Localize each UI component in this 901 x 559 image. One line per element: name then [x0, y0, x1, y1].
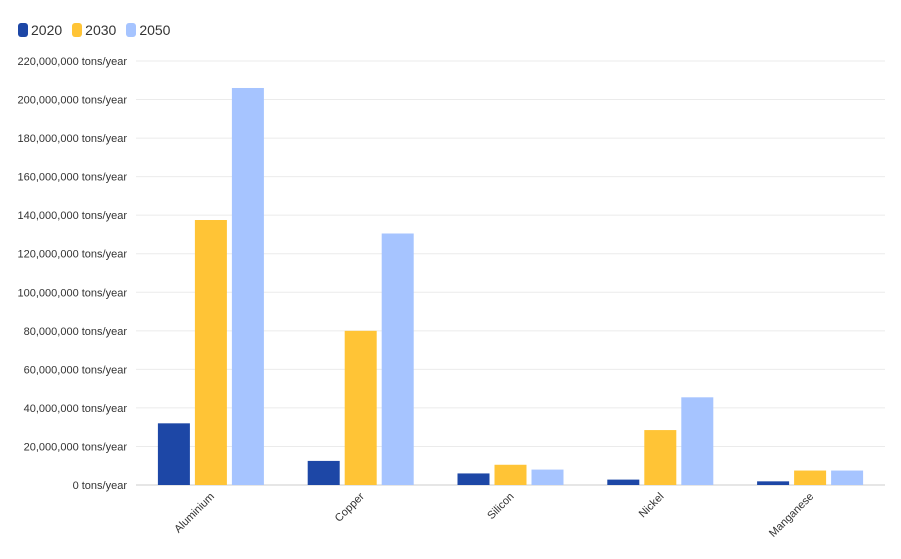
bar-copper-2020[interactable]	[307, 460, 340, 485]
bar-aluminium-2050[interactable]	[231, 87, 264, 486]
x-tick-label-manganese: Manganese	[767, 491, 816, 540]
bar-nickel-2030[interactable]	[644, 430, 677, 485]
x-tick-label-silicon: Silicon	[485, 491, 516, 522]
bar-silicon-2020[interactable]	[457, 473, 490, 485]
legend-label-2020: 2020	[31, 22, 63, 38]
y-tick-label-0: 0 tons/year	[73, 480, 128, 492]
bar-silicon-2050[interactable]	[531, 469, 564, 485]
bar-nickel-2050[interactable]	[681, 397, 714, 485]
y-tick-label-7: 140,000,000 tons/year	[18, 210, 128, 222]
bar-nickel-2020[interactable]	[607, 479, 640, 485]
y-tick-label-9: 180,000,000 tons/year	[18, 133, 128, 145]
y-tick-label-1: 20,000,000 tons/year	[24, 441, 128, 453]
y-tick-label-11: 220,000,000 tons/year	[18, 56, 128, 68]
x-tick-label-copper: Copper	[333, 490, 367, 524]
y-tick-label-10: 200,000,000 tons/year	[18, 95, 128, 107]
bar-silicon-2030[interactable]	[494, 464, 527, 485]
y-tick-label-2: 40,000,000 tons/year	[24, 403, 128, 415]
y-tick-label-8: 160,000,000 tons/year	[18, 172, 128, 184]
legend-swatch-2030	[72, 23, 83, 37]
legend-item-2030[interactable]: 2030	[72, 22, 116, 38]
legend-swatch-2020	[18, 23, 28, 37]
legend: 2020 2030 2050	[18, 22, 170, 38]
legend-label-2050: 2050	[139, 22, 171, 38]
legend-swatch-2050	[126, 23, 137, 37]
bar-manganese-2030[interactable]	[794, 470, 827, 485]
legend-item-2050[interactable]: 2050	[126, 22, 170, 38]
bar-aluminium-2020[interactable]	[157, 423, 190, 485]
y-tick-label-4: 80,000,000 tons/year	[24, 326, 128, 338]
bar-aluminium-2030[interactable]	[194, 220, 227, 485]
bar-manganese-2020[interactable]	[757, 481, 790, 485]
legend-label-2030: 2030	[85, 22, 117, 38]
x-tick-label-aluminium: Aluminium	[172, 491, 217, 536]
legend-item-2020[interactable]: 2020	[18, 22, 62, 38]
y-tick-label-6: 120,000,000 tons/year	[18, 249, 128, 261]
y-tick-label-5: 100,000,000 tons/year	[18, 287, 128, 299]
x-tick-label-nickel: Nickel	[637, 491, 667, 521]
y-tick-label-3: 60,000,000 tons/year	[24, 364, 128, 376]
bar-copper-2050[interactable]	[381, 233, 414, 485]
bar-manganese-2050[interactable]	[831, 470, 864, 485]
bar-copper-2030[interactable]	[344, 330, 377, 485]
